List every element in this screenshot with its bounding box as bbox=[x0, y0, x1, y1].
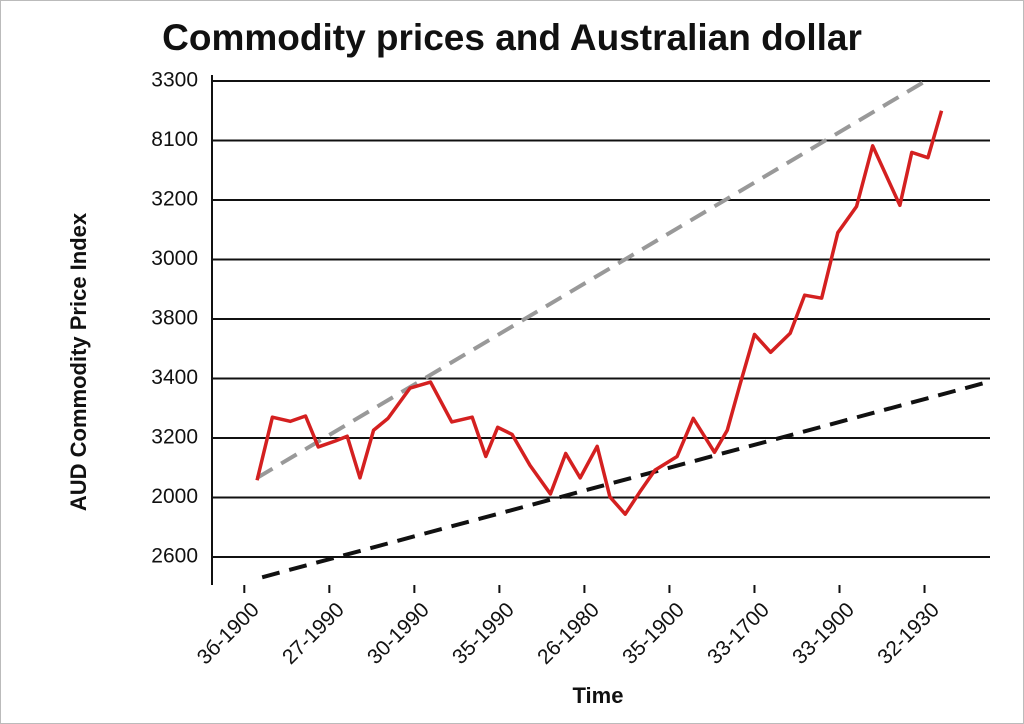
x-tick-label: 33-1700 bbox=[703, 598, 774, 669]
x-tick-label: 33-1900 bbox=[788, 598, 859, 669]
data-line bbox=[255, 110, 944, 516]
chart-title: Commodity prices and Australian dollar bbox=[162, 17, 862, 58]
y-tick-label: 3200 bbox=[151, 426, 198, 449]
y-tick-label: 3200 bbox=[151, 188, 198, 211]
x-tick-label: 26-1980 bbox=[533, 598, 604, 669]
y-tick-label: 8100 bbox=[151, 128, 198, 151]
x-tick-label: 35-1900 bbox=[618, 598, 689, 669]
trend-line bbox=[256, 76, 931, 480]
y-tick-label: 3300 bbox=[151, 68, 198, 91]
y-tick-label: 3800 bbox=[151, 307, 198, 330]
y-tick-label: 3400 bbox=[151, 366, 198, 389]
x-tick-label: 35-1990 bbox=[448, 598, 519, 669]
x-axis-label: Time bbox=[573, 683, 624, 708]
x-tick-label: 30-1990 bbox=[363, 598, 434, 669]
x-tick-label: 3б-1900 bbox=[193, 598, 264, 669]
x-tick-label: 32-1930 bbox=[873, 598, 944, 669]
x-tick-label: 27-1990 bbox=[278, 598, 349, 669]
y-tick-label: 2000 bbox=[151, 485, 198, 508]
y-axis-label: AUD Commodity Price Index bbox=[66, 212, 91, 511]
trend-line bbox=[261, 379, 991, 580]
y-tick-label: 2600 bbox=[151, 545, 198, 568]
y-tick-label: 3000 bbox=[151, 247, 198, 270]
